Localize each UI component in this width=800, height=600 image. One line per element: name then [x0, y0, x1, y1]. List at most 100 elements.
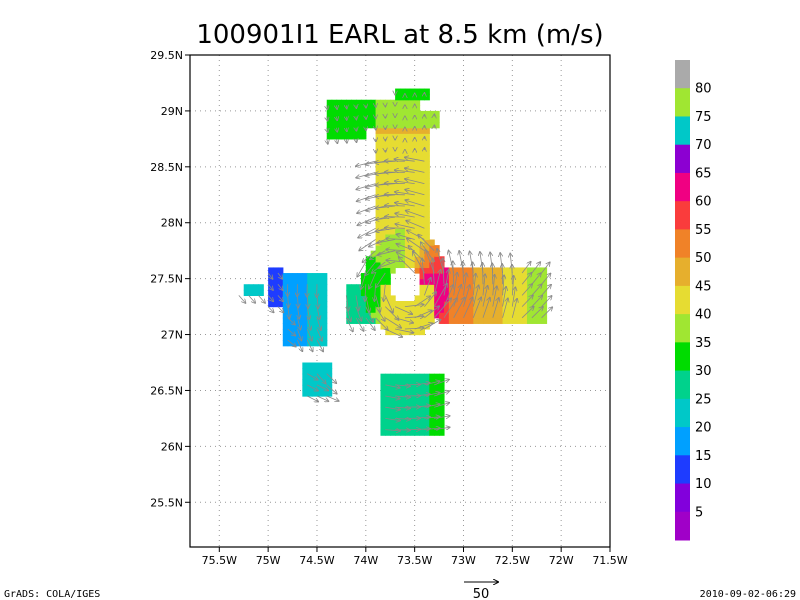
- wind-speed-cell: [424, 228, 430, 235]
- wind-speed-cell: [380, 379, 386, 386]
- wind-speed-cell: [419, 273, 426, 280]
- wind-speed-cell: [346, 301, 352, 308]
- wind-speed-cell: [483, 317, 489, 324]
- wind-speed-cell: [414, 105, 421, 112]
- wind-speed-cell: [390, 407, 396, 414]
- wind-vector: [541, 262, 550, 274]
- wind-speed-cell: [419, 217, 426, 224]
- wind-speed-cell: [385, 217, 391, 224]
- wind-speed-cell: [404, 256, 411, 263]
- wind-speed-cell: [424, 317, 430, 324]
- wind-speed-cell: [356, 105, 362, 112]
- wind-speed-cell: [400, 239, 406, 246]
- wind-vector: [414, 323, 433, 330]
- wind-speed-cell: [409, 323, 416, 330]
- wind-speed-cell: [404, 94, 411, 101]
- wind-speed-cell: [400, 384, 406, 392]
- wind-speed-cell: [292, 323, 299, 330]
- wind-speed-cell: [400, 133, 406, 140]
- wind-speed-cell: [443, 317, 450, 324]
- wind-speed-cell: [273, 289, 279, 297]
- wind-speed-cell: [517, 306, 523, 313]
- wind-vector: [384, 284, 386, 301]
- wind-speed-cell: [312, 312, 318, 319]
- wind-speed-cell: [395, 110, 401, 118]
- wind-speed-cell: [365, 261, 372, 269]
- wind-vector: [337, 138, 338, 144]
- wind-speed-cell: [404, 261, 411, 269]
- wind-speed-cell: [419, 396, 426, 403]
- wind-vector: [511, 287, 515, 307]
- wind-speed-cell: [351, 295, 357, 302]
- wind-speed-cell: [424, 384, 430, 392]
- wind-speed-cell: [400, 233, 406, 241]
- wind-speed-cell: [390, 250, 396, 257]
- wind-vector: [433, 298, 451, 319]
- wind-vector: [437, 249, 445, 274]
- wind-speed-cell: [321, 273, 328, 280]
- wind-speed-cell: [365, 273, 372, 280]
- wind-speed-cell: [385, 245, 391, 252]
- wind-speed-cell: [370, 105, 377, 112]
- wind-speed-cell: [316, 340, 323, 347]
- wind-speed-cell: [385, 424, 391, 431]
- wind-speed-cell: [414, 133, 421, 140]
- wind-speed-cell: [390, 105, 396, 112]
- wind-speed-cell: [390, 122, 396, 129]
- wind-speed-cell: [390, 373, 396, 380]
- colorbar-swatch: [675, 285, 690, 315]
- wind-speed-cell: [312, 368, 318, 375]
- wind-speed-cell: [395, 312, 401, 319]
- wind-speed-cell: [443, 306, 450, 313]
- wind-speed-cell: [312, 284, 318, 291]
- wind-speed-cell: [419, 317, 426, 324]
- wind-speed-cell: [400, 200, 406, 207]
- wind-speed-cell: [321, 362, 328, 369]
- wind-speed-cell: [253, 284, 259, 291]
- wind-speed-cell: [385, 390, 391, 397]
- wind-vector: [424, 417, 440, 419]
- wind-vector: [413, 252, 425, 274]
- wind-speed-cell: [297, 317, 303, 324]
- wind-speed-cell: [370, 116, 377, 123]
- wind-speed-cell: [390, 166, 396, 174]
- wind-speed-cell: [282, 301, 289, 308]
- wind-speed-cell: [404, 424, 411, 431]
- wind-vector: [326, 373, 337, 384]
- wind-speed-cell: [463, 317, 469, 324]
- wind-speed-cell: [390, 390, 396, 397]
- wind-speed-cell: [312, 323, 318, 330]
- wind-speed-cell: [307, 362, 313, 369]
- wind-speed-cell: [492, 312, 499, 319]
- wind-speed-cell: [287, 273, 294, 280]
- wind-speed-cell: [297, 306, 303, 313]
- wind-speed-cell: [326, 122, 333, 129]
- wind-vector: [541, 274, 551, 285]
- x-tick-label: 71.5W: [592, 554, 627, 567]
- wind-speed-cell: [429, 239, 435, 246]
- wind-speed-cell: [419, 116, 426, 123]
- wind-speed-cell: [526, 301, 533, 308]
- wind-speed-cell: [351, 133, 357, 140]
- wind-speed-cell: [424, 194, 430, 201]
- wind-speed-cell: [409, 401, 416, 408]
- wind-speed-cell: [409, 261, 416, 269]
- wind-speed-cell: [390, 301, 396, 308]
- wind-speed-cell: [424, 205, 430, 213]
- wind-speed-cell: [375, 178, 382, 185]
- wind-speed-cell: [341, 110, 347, 118]
- wind-speed-cell: [429, 379, 435, 386]
- wind-speed-cell: [390, 239, 396, 246]
- wind-speed-cell: [409, 211, 416, 218]
- wind-speed-cell: [512, 306, 518, 313]
- wind-speed-cell: [429, 301, 435, 308]
- wind-speed-cell: [404, 205, 411, 213]
- wind-vector: [414, 417, 430, 419]
- wind-speed-cell: [468, 273, 474, 280]
- wind-vector: [337, 128, 338, 132]
- wind-speed-cell: [458, 278, 465, 285]
- wind-speed-cell: [351, 306, 357, 313]
- wind-speed-cell: [419, 289, 426, 297]
- wind-vector: [287, 339, 296, 347]
- wind-speed-cell: [468, 306, 474, 313]
